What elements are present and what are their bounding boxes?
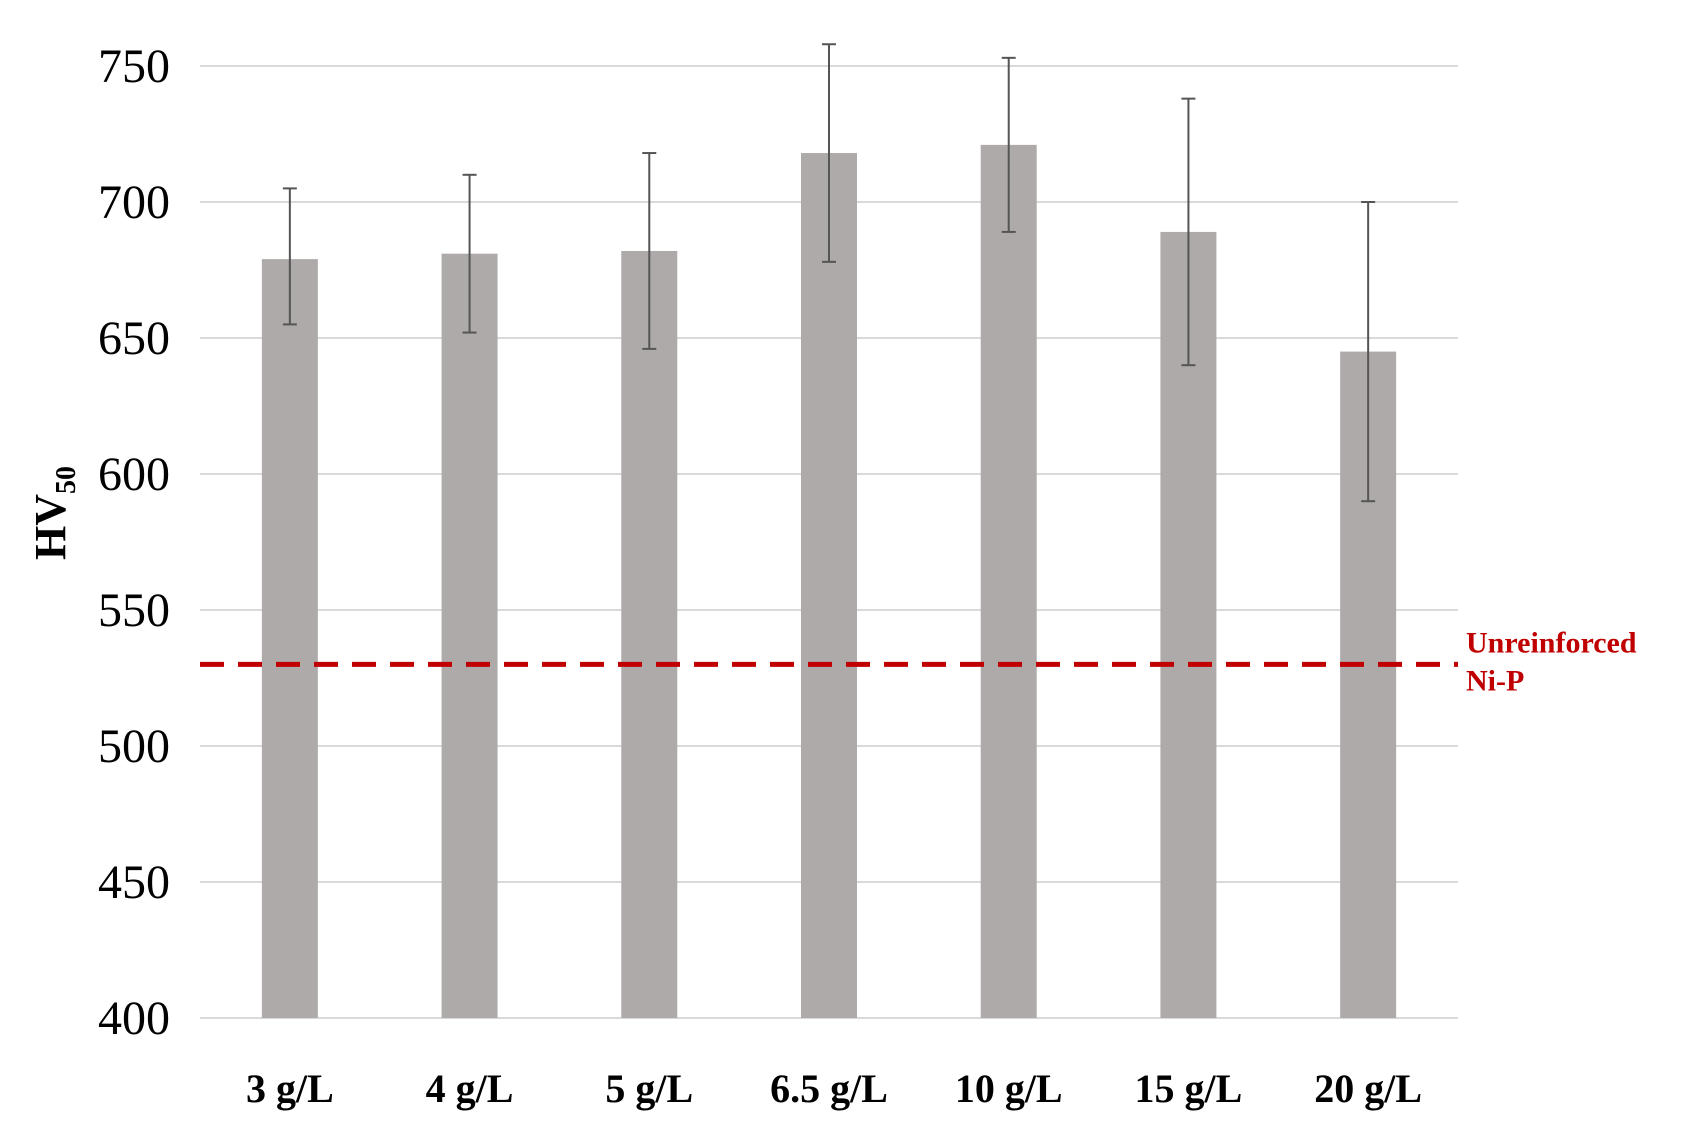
x-tick-label: 6.5 g/L <box>770 1066 888 1111</box>
bar <box>621 250 678 1018</box>
x-tick-label: 4 g/L <box>426 1066 514 1111</box>
y-tick-label: 750 <box>98 40 170 93</box>
reference-line-label: Unreinforced Ni-P <box>1466 626 1644 697</box>
x-tick-label: 3 g/L <box>246 1066 334 1111</box>
error-bar <box>642 152 657 350</box>
y-tick-label: 500 <box>98 720 170 773</box>
y-tick-label: 550 <box>98 584 170 637</box>
reference-label-line-2: Ni-P <box>1466 664 1524 697</box>
y-axis-label-subscript: 50 <box>51 466 82 494</box>
x-axis-ticks: 3 g/L 4 g/L 5 g/L 6.5 g/L 10 g/L 15 g/L 20 g/L <box>246 1066 1422 1111</box>
y-tick-label: 700 <box>98 176 170 229</box>
error-bars <box>282 43 1376 503</box>
y-axis-label-main: HV <box>26 494 75 560</box>
bar <box>441 253 498 1018</box>
y-tick-label: 450 <box>98 856 170 909</box>
bar <box>801 153 857 1019</box>
bar <box>261 259 318 1018</box>
error-bar <box>282 187 297 326</box>
x-tick-label: 15 g/L <box>1135 1066 1243 1111</box>
y-tick-label: 600 <box>98 448 170 501</box>
bars <box>261 144 1397 1019</box>
bar <box>980 144 1037 1018</box>
x-tick-label: 5 g/L <box>605 1066 693 1111</box>
error-bar <box>822 43 836 263</box>
error-bar <box>1001 56 1016 233</box>
x-tick-label: 20 g/L <box>1314 1066 1422 1111</box>
reference-label-line-1: Unreinforced <box>1466 626 1637 659</box>
y-axis-ticks: 400 450 500 550 600 650 700 750 <box>98 40 170 1045</box>
error-bar <box>1181 97 1196 367</box>
y-tick-label: 400 <box>98 992 170 1045</box>
y-axis-label: HV50 <box>26 466 82 560</box>
y-tick-label: 650 <box>98 312 170 365</box>
error-bar <box>1361 201 1376 503</box>
error-bar <box>462 173 477 334</box>
x-tick-label: 10 g/L <box>955 1066 1063 1111</box>
